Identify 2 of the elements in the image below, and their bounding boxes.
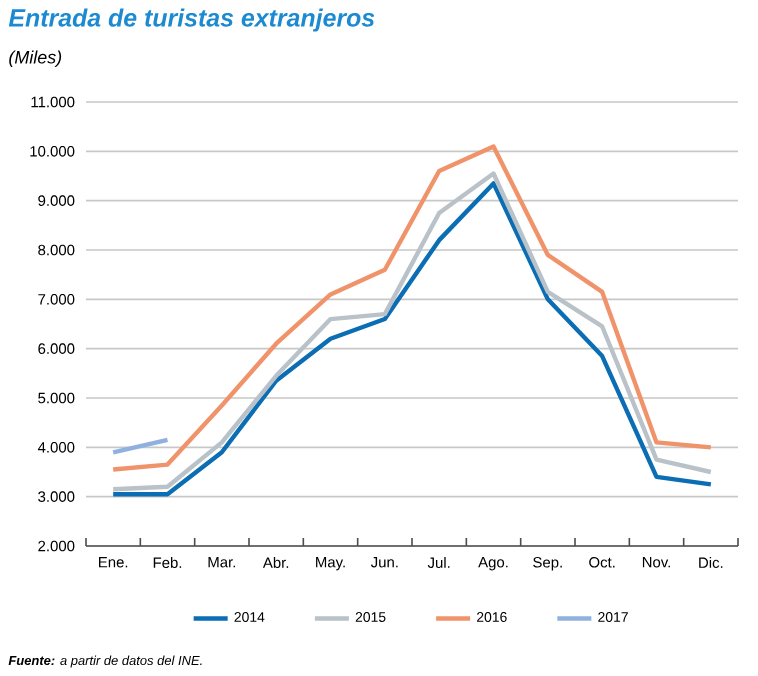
chart-title: Entrada de turistas extranjeros: [8, 8, 375, 32]
chart-subtitle: (Miles): [9, 50, 62, 68]
